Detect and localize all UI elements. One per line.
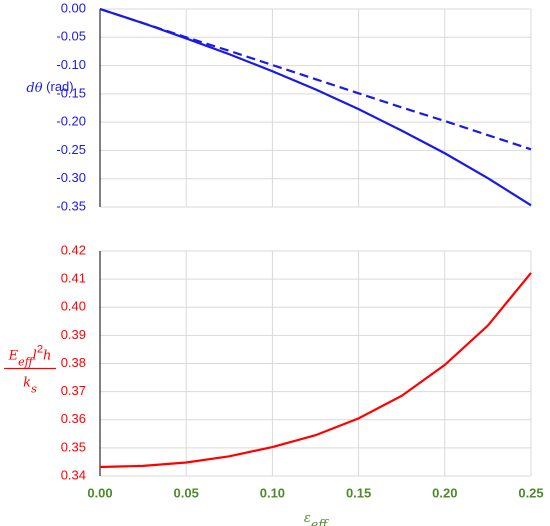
y-tick-label: 0.00 (61, 0, 86, 15)
y-tick-label: -0.05 (56, 29, 86, 44)
y-tick-label: 0.42 (61, 242, 86, 257)
label-part: eff (18, 355, 35, 368)
x-tick-label: 0.20 (432, 485, 457, 500)
y-tick-label: -0.25 (56, 142, 86, 157)
x-tick-label: 0.15 (346, 485, 371, 500)
y-tick-label: -0.35 (56, 198, 86, 213)
y-tick-label: -0.30 (56, 170, 86, 185)
y-tick-label: -0.15 (56, 85, 86, 100)
y-tick-label: -0.10 (56, 57, 86, 72)
label-part: E (8, 348, 19, 363)
x-tick-label: 0.25 (518, 485, 543, 500)
label-part: dθ (26, 81, 42, 96)
label-part: h (43, 348, 51, 363)
y-tick-label: 0.38 (61, 355, 86, 370)
y-tick-label: 0.36 (61, 411, 86, 426)
x-tick-label: 0.05 (174, 485, 199, 500)
y-tick-label: 0.35 (61, 439, 86, 454)
label-part: s (31, 382, 37, 395)
label-part: l (33, 348, 37, 363)
x-tick-label: 0.10 (260, 485, 285, 500)
line-series (99, 272, 532, 469)
y-tick-label: 0.40 (61, 299, 86, 314)
y-tick-label: 0.37 (61, 383, 86, 398)
line-series (99, 7, 532, 151)
label-part: ε (304, 511, 311, 526)
label-part: k (23, 375, 31, 390)
label-part: (rad) (43, 79, 74, 94)
x-tick-label: 0.00 (87, 485, 112, 500)
y-tick-label: 0.34 (61, 467, 86, 482)
axis-label: ks (23, 375, 37, 395)
y-tick-label: 0.41 (61, 271, 86, 286)
y-tick-label: -0.20 (56, 114, 86, 129)
axis-label: εeff (304, 511, 329, 526)
axis-label: Eeffl2h (8, 343, 52, 368)
label-part: 2 (37, 343, 43, 355)
label-part: eff (311, 517, 329, 526)
y-tick-label: 0.39 (61, 327, 86, 342)
axis-label: dθ (rad) (26, 79, 73, 95)
line-series (99, 7, 532, 207)
